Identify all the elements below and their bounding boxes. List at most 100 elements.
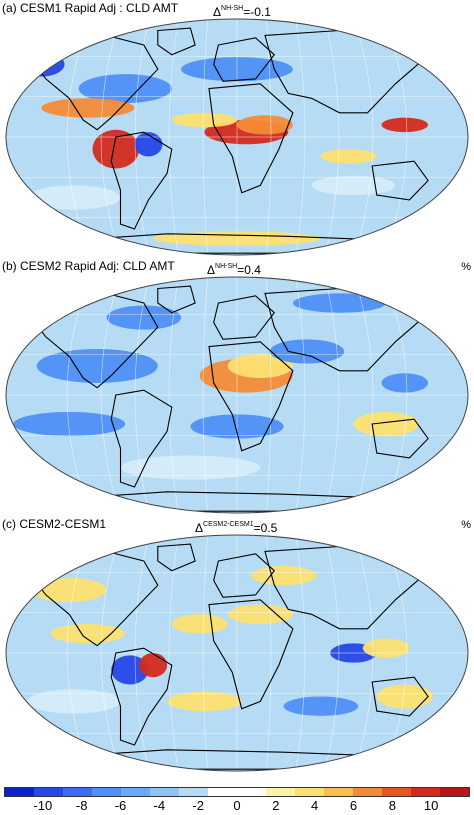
delta-symbol: Δ bbox=[213, 5, 222, 19]
longitude-line bbox=[202, 19, 209, 255]
colorbar-tick-label: 6 bbox=[349, 798, 358, 813]
longitude-line bbox=[353, 19, 374, 255]
anomaly-region bbox=[171, 112, 237, 128]
anomaly-region bbox=[353, 411, 419, 437]
panel-b: (b) CESM2 Rapid Adj: CLD AMT ΔNH-SH=0.4 … bbox=[0, 258, 474, 518]
anomaly-region bbox=[381, 117, 429, 133]
delta-symbol: Δ bbox=[207, 263, 216, 277]
coastline-europe bbox=[213, 37, 276, 82]
colorbar-tick-label: -4 bbox=[153, 798, 166, 813]
anomaly-region bbox=[139, 653, 168, 678]
anomaly-region bbox=[227, 604, 293, 624]
colorbar-swatch bbox=[179, 788, 208, 796]
anomaly-region bbox=[31, 577, 107, 603]
colorbar-swatch bbox=[411, 788, 440, 796]
colorbar-tick-label: 2 bbox=[272, 798, 280, 813]
longitude-line bbox=[353, 535, 374, 771]
coastline-australia bbox=[371, 160, 429, 201]
coastline-south-america bbox=[110, 131, 173, 230]
coastline-europe bbox=[213, 553, 276, 598]
anomaly-region bbox=[13, 411, 126, 437]
unit-label: % bbox=[461, 519, 471, 531]
colorbar-swatch bbox=[324, 788, 353, 796]
longitude-line bbox=[100, 535, 121, 771]
colorbar-swatch bbox=[63, 788, 92, 796]
delta-superscript: CESM2-CESM1 bbox=[203, 521, 254, 528]
delta-label: ΔCESM2-CESM1=0.5 bbox=[195, 518, 277, 535]
longitude-line bbox=[294, 535, 306, 771]
colorbar-tick-label: 0 bbox=[233, 798, 241, 813]
map-field bbox=[6, 277, 468, 513]
map-field bbox=[6, 19, 468, 255]
panel-title: (a) CESM1 Rapid Adj : CLD AMT bbox=[2, 1, 179, 15]
anomaly-region bbox=[111, 655, 149, 685]
anomaly-region bbox=[27, 185, 121, 210]
longitude-line bbox=[324, 19, 340, 255]
delta-superscript: NH-SH bbox=[221, 5, 244, 12]
delta-superscript: NH-SH bbox=[215, 263, 238, 270]
colorbar-tick-label: -2 bbox=[192, 798, 204, 813]
coastline-africa bbox=[208, 341, 294, 452]
colorbar-swatch bbox=[237, 788, 266, 796]
colorbar-tick-label: 8 bbox=[388, 798, 396, 813]
delta-value: =0.5 bbox=[253, 521, 278, 535]
longitude-line bbox=[353, 277, 374, 513]
anomaly-region bbox=[120, 455, 261, 480]
colorbar-swatch bbox=[92, 788, 121, 796]
colorbar-swatch bbox=[150, 788, 179, 796]
panel-title: (c) CESM2-CESM1 bbox=[2, 517, 107, 531]
anomaly-region bbox=[250, 565, 317, 586]
panel-c: (c) CESM2-CESM1 ΔCESM2-CESM1=0.5 % bbox=[0, 516, 474, 778]
anomaly-region bbox=[292, 293, 387, 313]
map-border bbox=[5, 276, 469, 514]
colorbar-swatch bbox=[34, 788, 63, 796]
longitude-line bbox=[294, 277, 306, 513]
colorbar-swatch bbox=[440, 788, 469, 796]
longitude-line bbox=[100, 277, 121, 513]
coastline-africa bbox=[208, 83, 294, 194]
map-border bbox=[5, 18, 469, 256]
colorbar-tick-label: 4 bbox=[311, 798, 319, 813]
colorbar-tick-label: -8 bbox=[75, 798, 88, 813]
anomaly-region bbox=[227, 353, 293, 379]
longitude-line bbox=[202, 277, 209, 513]
map-panel-b bbox=[5, 276, 469, 514]
anomaly-region bbox=[283, 696, 359, 716]
anomaly-region bbox=[320, 149, 377, 164]
map-panel-a bbox=[5, 18, 469, 256]
longitude-line bbox=[134, 535, 150, 771]
anomaly-region bbox=[134, 132, 163, 157]
colorbar-swatch bbox=[121, 788, 150, 796]
colorbar-swatch bbox=[353, 788, 382, 796]
longitude-line bbox=[202, 535, 209, 771]
anomaly-region bbox=[167, 691, 242, 712]
anomaly-region bbox=[41, 98, 135, 118]
map-border bbox=[5, 534, 469, 772]
anomaly-region bbox=[106, 305, 182, 330]
colorbar-tick-label: -10 bbox=[33, 798, 53, 813]
coastline-south-america bbox=[110, 389, 173, 488]
longitude-line bbox=[294, 19, 306, 255]
anomaly-region bbox=[376, 684, 433, 709]
anomaly-region bbox=[311, 175, 396, 196]
longitude-line bbox=[134, 277, 150, 513]
panel-title: (b) CESM2 Rapid Adj: CLD AMT bbox=[2, 259, 175, 273]
longitude-line bbox=[168, 19, 180, 255]
anomaly-region bbox=[269, 339, 345, 364]
colorbar-swatch bbox=[382, 788, 411, 796]
longitude-line bbox=[168, 277, 180, 513]
delta-label: ΔNH-SH=0.4 bbox=[207, 260, 261, 277]
delta-label: ΔNH-SH=-0.1 bbox=[213, 2, 271, 19]
map-field bbox=[6, 535, 468, 771]
anomaly-region bbox=[92, 129, 140, 169]
delta-value: =-0.1 bbox=[243, 5, 271, 19]
coastline-australia bbox=[371, 418, 429, 459]
coastline-europe bbox=[213, 295, 276, 340]
delta-value: =0.4 bbox=[237, 263, 261, 277]
anomaly-region bbox=[27, 689, 121, 714]
colorbar-swatch bbox=[5, 788, 34, 796]
anomaly-region bbox=[36, 349, 158, 383]
panel-a: (a) CESM1 Rapid Adj : CLD AMT ΔNH-SH=-0.… bbox=[0, 0, 474, 260]
anomaly-region bbox=[381, 373, 429, 393]
unit-label: % bbox=[461, 261, 471, 273]
